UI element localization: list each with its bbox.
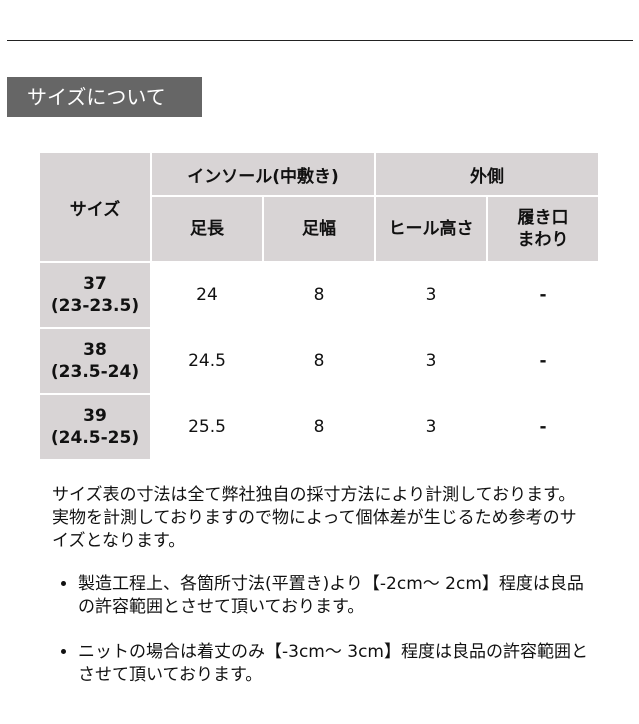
size-notes: サイズ表の寸法は全て弊社独自の採寸方法により計測しております。 実物を計測してお… — [52, 484, 592, 709]
note-paragraph: 実物を計測しておりますので物によって個体差が生じるため参考のサイズとなります。 — [52, 508, 577, 551]
opening-cell: - — [539, 351, 547, 371]
divider — [7, 40, 633, 41]
opening-cell: - — [539, 285, 547, 305]
table-row: 39 (24.5-25) 25.5 8 3 - — [40, 395, 598, 459]
section-title: サイズについて — [7, 77, 202, 117]
header-insole: インソール(中敷き) — [152, 153, 374, 195]
width-cell: 8 — [313, 417, 325, 437]
table-row: 37 (23-23.5) 24 8 3 - — [40, 263, 598, 327]
header-length: 足長 — [152, 197, 262, 261]
width-cell: 8 — [313, 351, 325, 371]
header-heel: ヒール高さ — [376, 197, 486, 261]
opening-cell: - — [539, 417, 547, 437]
header-size: サイズ — [40, 153, 150, 261]
table-row: 38 (23.5-24) 24.5 8 3 - — [40, 329, 598, 393]
size-table: サイズ インソール(中敷き) 外側 足長 足幅 ヒール高さ 履き口 まわり 37(… — [38, 151, 600, 461]
size-cell: 39 (24.5-25) — [40, 395, 150, 459]
heel-cell: 3 — [425, 417, 437, 437]
header-width: 足幅 — [264, 197, 374, 261]
note-list: 製造工程上、各箇所寸法(平置き)より【-2cm～ 2cm】程度は良品の許容範囲と… — [52, 573, 592, 687]
list-item: ニットの場合は着丈のみ【-3cm～ 3cm】程度は良品の許容範囲とさせて頂いてお… — [78, 641, 592, 687]
list-item: 製造工程上、各箇所寸法(平置き)より【-2cm～ 2cm】程度は良品の許容範囲と… — [78, 573, 592, 619]
length-cell: 24 — [196, 285, 218, 305]
header-opening: 履き口 まわり — [488, 197, 598, 261]
header-outer: 外側 — [376, 153, 598, 195]
heel-cell: 3 — [425, 351, 437, 371]
size-cell: 37 (23-23.5) — [40, 263, 150, 327]
note-paragraph: サイズ表の寸法は全て弊社独自の採寸方法により計測しております。 — [52, 485, 576, 505]
heel-cell: 3 — [425, 285, 437, 305]
width-cell: 8 — [313, 285, 325, 305]
length-cell: 25.5 — [188, 417, 226, 437]
length-cell: 24.5 — [188, 351, 226, 371]
size-cell: 38 (23.5-24) — [40, 329, 150, 393]
